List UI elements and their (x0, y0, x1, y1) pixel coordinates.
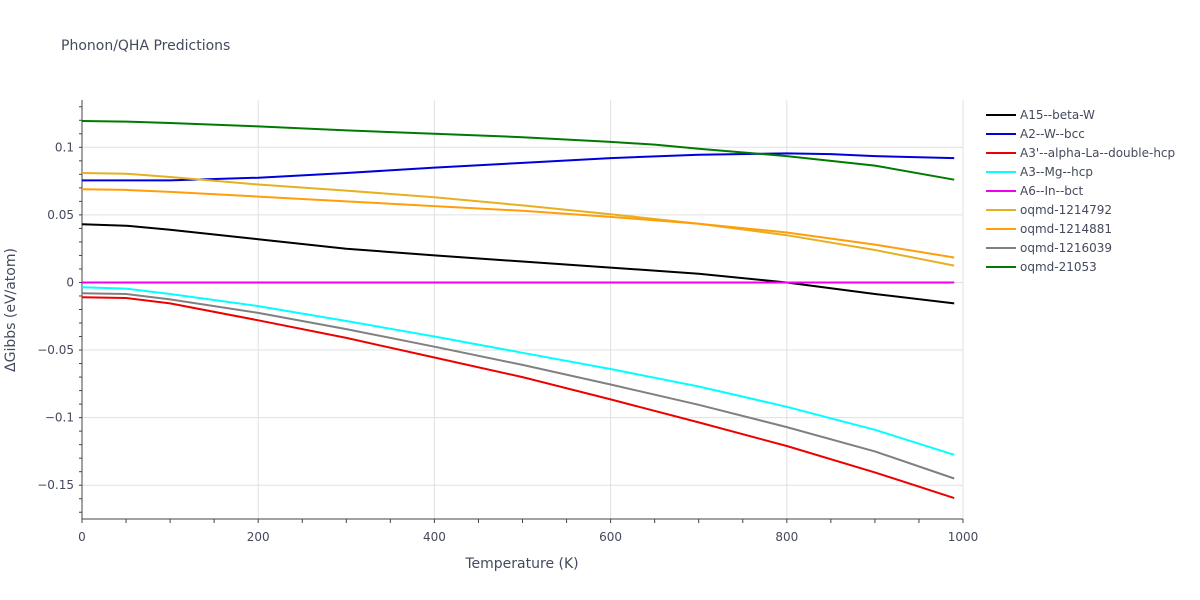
series-line-1 (82, 152, 955, 182)
series-line-0 (81, 223, 955, 305)
series-line-2 (81, 296, 955, 500)
y-tick-label: 0.05 (47, 208, 74, 222)
y-tick-label: 0 (66, 275, 74, 289)
legend-label-2: A3'--alpha-La--double-hcp (1020, 146, 1175, 160)
plot-area (81, 120, 955, 500)
y-tick-label: −0.15 (37, 478, 74, 492)
x-tick-label: 800 (775, 530, 798, 544)
legend-label-8: oqmd-21053 (1020, 260, 1097, 274)
series-line-7 (81, 292, 955, 480)
x-tick-label: 400 (423, 530, 446, 544)
legend-label-1: A2--W--bcc (1020, 127, 1085, 141)
series-line-3 (81, 286, 955, 456)
legend-label-4: A6--In--bct (1020, 184, 1084, 198)
legend-label-3: A3--Mg--hcp (1020, 165, 1093, 179)
x-axis-title: Temperature (K) (464, 556, 578, 572)
x-tick-label: 200 (247, 530, 270, 544)
legend-label-6: oqmd-1214881 (1020, 222, 1112, 236)
y-tick-label: −0.1 (45, 411, 74, 425)
x-tick-label: 1000 (948, 530, 979, 544)
y-axis-title: ΔGibbs (eV/atom) (3, 248, 19, 372)
ticks: 0 200 400 600 800 1000 −0.15 −0.1 −0.05 0 0.05 0.1 (37, 100, 978, 544)
legend: A15--beta-W A2--W--bcc A3'--alpha-La--doub… (986, 108, 1175, 274)
series-line-5 (81, 172, 955, 267)
y-tick-label: 0.1 (55, 140, 74, 154)
series-line-6 (81, 188, 955, 259)
y-tick-label: −0.05 (37, 343, 74, 357)
legend-label-7: oqmd-1216039 (1020, 241, 1112, 255)
legend-label-5: oqmd-1214792 (1020, 203, 1112, 217)
chart-title: Phonon/QHA Predictions (61, 38, 230, 54)
series-line-8 (81, 120, 955, 181)
legend-label-0: A15--beta-W (1020, 108, 1095, 122)
x-tick-label: 0 (78, 530, 86, 544)
x-tick-label: 600 (599, 530, 622, 544)
